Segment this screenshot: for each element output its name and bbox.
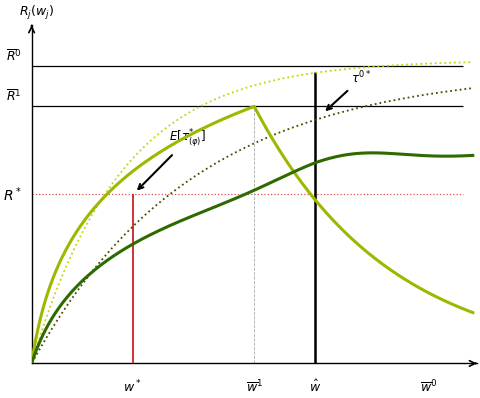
Text: $\hat{w}$: $\hat{w}$ [308, 378, 320, 395]
Text: $w^*$: $w^*$ [123, 378, 142, 395]
Text: $\overline{w}^0$: $\overline{w}^0$ [419, 378, 436, 395]
Text: $\tau^{0*}$: $\tau^{0*}$ [326, 70, 371, 110]
Text: $\overline{w}^1$: $\overline{w}^1$ [245, 378, 262, 395]
Text: $R^*$: $R^*$ [2, 185, 22, 204]
Text: $\overline{R}^0$: $\overline{R}^0$ [6, 49, 22, 64]
Text: $R_j(w_j)$: $R_j(w_j)$ [19, 4, 55, 22]
Text: $E[\tau^{*}_{(\varphi)}]$: $E[\tau^{*}_{(\varphi)}]$ [138, 128, 205, 189]
Text: $\overline{R}^1$: $\overline{R}^1$ [6, 89, 22, 105]
